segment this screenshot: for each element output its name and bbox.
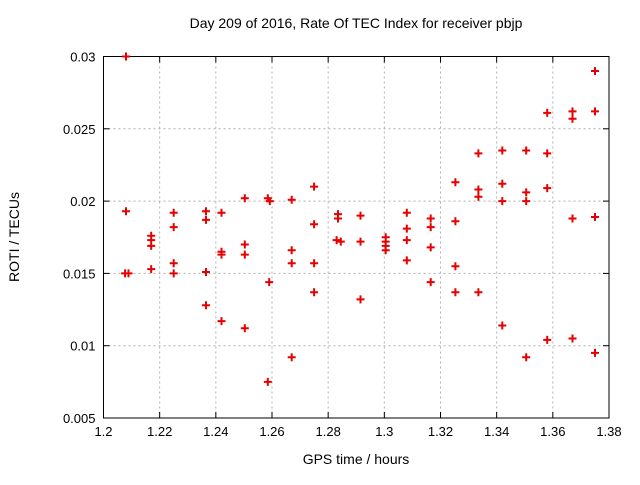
y-tick-label: 0.01 [70,339,95,354]
x-tick-label: 1.26 [259,424,284,439]
y-axis-label: ROTI / TECUs [6,192,22,282]
x-tick-label: 1.22 [147,424,172,439]
y-tick-label: 0.015 [63,266,96,281]
y-tick-label: 0.025 [63,122,96,137]
y-tick-label: 0.02 [70,194,95,209]
y-tick-label: 0.03 [70,50,95,65]
x-tick-label: 1.3 [375,424,393,439]
gridlines [103,56,609,418]
x-tick-label: 1.38 [596,424,621,439]
x-tick-label: 1.36 [540,424,565,439]
x-tick-label: 1.34 [484,424,509,439]
data-points [121,52,599,386]
x-tick-label: 1.2 [94,424,112,439]
tick-labels: 1.2 1.22 1.24 1.26 1.28 1.3 1.32 1.34 1.36 1.38 0.… [63,50,622,440]
y-tick-label: 0.005 [63,411,96,426]
x-axis-label: GPS time / hours [303,451,410,467]
x-tick-label: 1.24 [203,424,228,439]
chart-title: Day 209 of 2016, Rate Of TEC Index for r… [190,15,523,31]
plot-border [103,56,610,419]
x-tick-label: 1.28 [316,424,341,439]
scatter-points [121,52,599,386]
axis-ticks [103,56,610,419]
x-tick-label: 1.32 [428,424,453,439]
